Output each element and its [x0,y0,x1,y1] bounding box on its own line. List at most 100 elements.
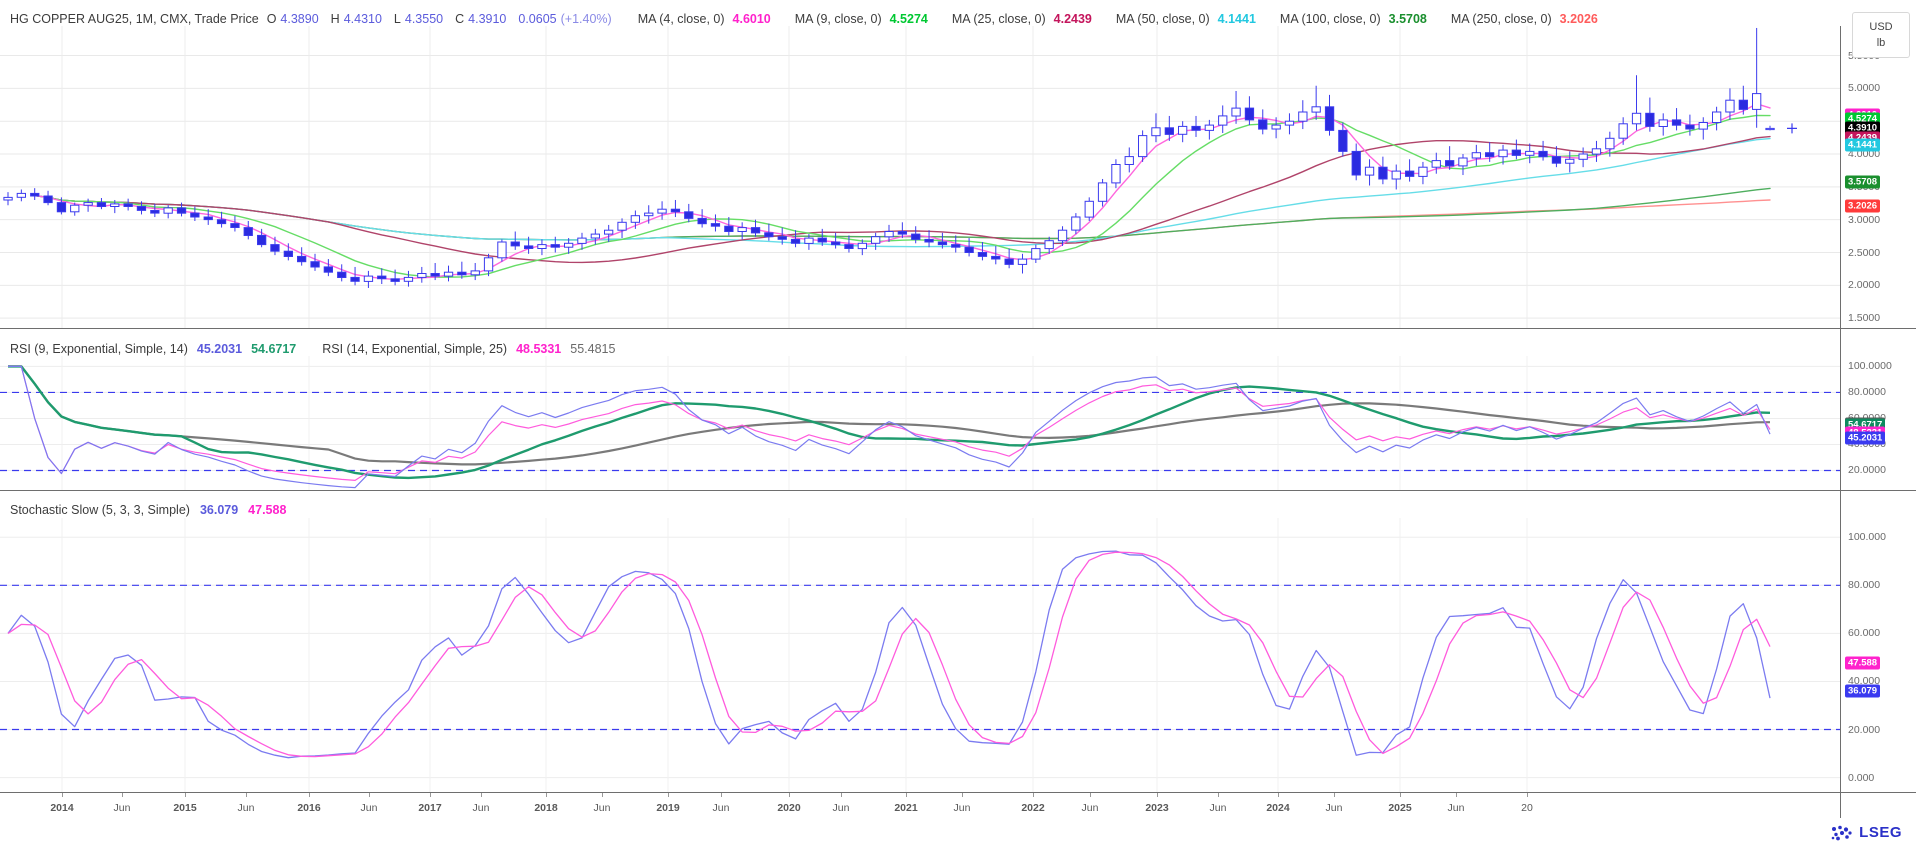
candle-body [1111,164,1121,184]
ma-value: 3.2026 [1559,12,1598,26]
candle-body [537,244,547,250]
stochastic-axis[interactable]: 100.000 80.000 60.000 40.000 20.000 0.000 47.5… [1840,518,1916,792]
candle-body [1605,137,1615,150]
ma-value: 3.5708 [1388,12,1427,26]
candlestick-series [3,27,1775,288]
candle-body [937,241,948,246]
price-badge[interactable]: 3.2026 [1845,199,1881,213]
time-axis-label: Jun [472,802,490,814]
time-axis-tick [481,793,482,797]
candle-body [897,231,908,235]
candle-body [617,221,627,231]
time-axis-label: Jun [712,802,730,814]
candle-body [684,211,694,219]
price-badge[interactable]: 4.1441 [1845,138,1881,152]
candle-body [550,244,560,248]
candle-body [857,242,868,250]
rsi-value: 55.4815 [570,342,616,356]
candle-body [96,202,107,208]
candle-body [764,232,774,238]
rsi-axis[interactable]: 100.000080.000060.000040.000020.000055.4… [1840,356,1916,490]
candle-body [1752,93,1762,110]
candle-body [1271,124,1281,130]
ma-label: MA (250, close, 0) [1450,12,1552,26]
candle-body [257,234,267,246]
candle-body [991,255,1001,260]
ma-value: 4.6010 [732,12,771,26]
rsi-line [8,365,1771,489]
candle-body [216,219,227,225]
candle-body [1097,182,1108,202]
ma-label: MA (100, close, 0) [1279,12,1381,26]
candle-body [190,212,200,218]
candle-body [1631,112,1642,125]
price-axis[interactable]: 5.50005.00004.50004.00003.50003.00002.50… [1840,26,1916,328]
price-badge[interactable]: 3.5708 [1845,175,1881,189]
candle-body [790,238,801,244]
stochastic-axis-tick: 100.000 [1848,531,1886,544]
candle-body [1738,99,1748,110]
candle-body [390,278,400,282]
price-pane [0,26,1840,328]
time-axis-label: 2023 [1145,802,1169,814]
candle-body [203,216,213,221]
candle-body [1445,160,1455,167]
candle-body [1191,125,1201,131]
price-axis-tick: 2.5000 [1848,246,1881,259]
time-axis-tick [246,793,247,797]
time-axis-tick [668,793,669,797]
ma-label: MA (4, close, 0) [637,12,725,26]
stochastic-axis-tick: 0.000 [1848,771,1875,784]
candle-body [924,238,934,243]
candle-body [337,271,347,278]
price-plot[interactable] [0,26,1840,328]
candle-body [737,227,747,233]
candle-body [1298,111,1308,122]
candle-body [1685,124,1695,130]
stochastic-axis-tick: 80.000 [1848,579,1881,592]
time-axis-label: Jun [1209,802,1227,814]
candle-body [1511,149,1521,156]
ohlc-c: C 4.3910 [455,12,507,26]
candle-body [1071,216,1081,231]
candle-body [1244,107,1255,121]
candle-body [564,242,574,248]
time-axis-label: 2025 [1388,802,1412,814]
candle-body [844,244,854,250]
time-axis-tick [1400,793,1401,797]
candle-body [1004,258,1014,265]
stochastic-plot[interactable] [0,518,1840,792]
stochastic-line [7,550,1771,759]
candle-body [176,207,187,214]
candle-body [270,244,280,252]
candle-body [470,270,480,276]
candle-body [1458,157,1468,167]
candle-body [657,208,667,214]
time-axis-tick [122,793,123,797]
time-axis-tick [906,793,907,797]
candle-body [1231,107,1241,117]
candle-body [350,276,360,282]
candle-body [1138,135,1148,158]
rsi-plot[interactable] [0,356,1840,490]
time-axis-tick [1278,793,1279,797]
time-axis-tick [62,793,63,797]
price-change: 0.0605 [518,12,557,26]
price-change-pct: (+1.40%) [560,12,612,26]
candle-body [951,244,961,248]
candle-body [30,192,40,197]
time-axis-tick [962,793,963,797]
candle-body [724,225,734,232]
rsi-badge[interactable]: 45.2031 [1845,431,1886,445]
candle-body [403,276,414,282]
candle-body [136,206,147,211]
stochastic-badge[interactable]: 47.588 [1845,656,1881,670]
candle-body [1178,125,1188,135]
ma-label: MA (50, close, 0) [1115,12,1210,26]
candle-body [524,245,534,249]
time-axis[interactable]: 2014 Jun 2015 Jun 2016 Jun 2017 Jun 2018 Jun 2019 J… [0,792,1916,827]
candle-body [1418,166,1428,177]
price-axis-tick: 2.0000 [1848,279,1881,292]
stochastic-badge[interactable]: 36.079 [1845,684,1881,698]
